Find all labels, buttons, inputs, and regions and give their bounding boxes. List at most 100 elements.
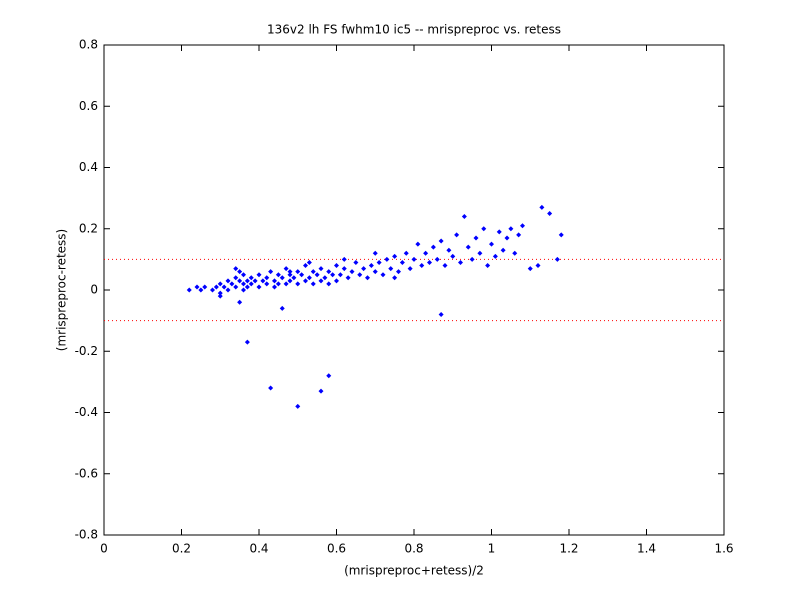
point <box>237 278 243 284</box>
y-axis-label: (mrispreproc-retess) <box>55 229 69 351</box>
point <box>380 272 386 278</box>
point <box>279 275 285 281</box>
point <box>283 281 289 287</box>
point <box>256 284 262 290</box>
point <box>434 256 440 262</box>
point <box>272 284 277 290</box>
x-tick-label: 0.4 <box>249 542 268 556</box>
point <box>314 272 320 278</box>
point <box>233 266 239 272</box>
point <box>489 241 494 247</box>
point <box>248 281 254 287</box>
point <box>213 284 219 290</box>
point <box>516 232 522 238</box>
point <box>275 281 281 287</box>
y-tick-label: 0.4 <box>79 160 98 174</box>
point <box>237 269 243 275</box>
x-tick-label: 1.4 <box>637 542 656 556</box>
point <box>512 250 518 256</box>
point <box>310 281 316 287</box>
point <box>392 253 398 259</box>
point <box>508 226 514 232</box>
point <box>252 278 258 284</box>
point <box>384 256 390 262</box>
point <box>283 266 289 272</box>
point <box>392 275 398 281</box>
point <box>485 263 491 268</box>
point <box>372 250 378 256</box>
point <box>477 250 483 256</box>
point <box>411 256 417 262</box>
point <box>365 275 370 281</box>
point <box>303 278 308 284</box>
point <box>229 281 235 287</box>
point <box>272 278 277 284</box>
y-tick-label: 0.6 <box>79 99 98 113</box>
point <box>241 287 246 293</box>
point <box>361 266 367 272</box>
point <box>241 272 246 278</box>
point <box>318 278 324 284</box>
point <box>318 388 324 394</box>
point <box>233 284 239 290</box>
y-tick-label: 0 <box>90 283 98 297</box>
point <box>198 287 204 293</box>
point <box>403 250 409 256</box>
point <box>287 272 293 278</box>
point <box>303 263 308 268</box>
point <box>225 278 231 284</box>
x-tick-label: 1.2 <box>559 542 578 556</box>
point <box>241 281 246 287</box>
point <box>291 275 297 281</box>
point <box>299 272 305 278</box>
y-tick-label: 0.2 <box>79 221 98 235</box>
point <box>244 284 250 290</box>
point <box>427 259 432 265</box>
point <box>461 214 467 219</box>
point <box>423 250 429 256</box>
point <box>345 275 351 281</box>
point <box>450 253 456 259</box>
point <box>322 275 328 281</box>
point <box>233 275 239 281</box>
point <box>210 287 215 293</box>
point <box>287 278 293 284</box>
point <box>256 272 262 278</box>
y-tick-label: -0.6 <box>75 466 98 480</box>
point <box>349 269 355 275</box>
point <box>396 269 401 275</box>
point <box>337 272 343 278</box>
x-tick-label: 1.6 <box>714 542 733 556</box>
point <box>295 269 301 275</box>
point <box>539 204 545 210</box>
point <box>237 299 243 305</box>
point <box>287 269 293 275</box>
point <box>264 281 270 287</box>
point <box>341 266 347 272</box>
x-tick-label: 0.6 <box>327 542 346 556</box>
point <box>438 238 444 244</box>
point <box>326 269 332 275</box>
point <box>326 373 332 379</box>
point <box>547 210 553 216</box>
point <box>334 278 339 284</box>
point <box>492 253 498 259</box>
point <box>248 275 254 281</box>
x-tick-label: 1 <box>488 542 496 556</box>
point <box>295 403 301 409</box>
point <box>368 263 374 268</box>
point <box>268 269 274 275</box>
point <box>244 278 250 284</box>
point <box>430 244 436 250</box>
point <box>275 272 281 278</box>
point <box>186 287 192 293</box>
point <box>554 256 560 262</box>
point <box>465 244 471 250</box>
point <box>334 263 339 268</box>
point <box>268 385 274 391</box>
y-tick-label: -0.8 <box>75 528 98 542</box>
point <box>326 281 332 287</box>
point <box>415 241 421 247</box>
